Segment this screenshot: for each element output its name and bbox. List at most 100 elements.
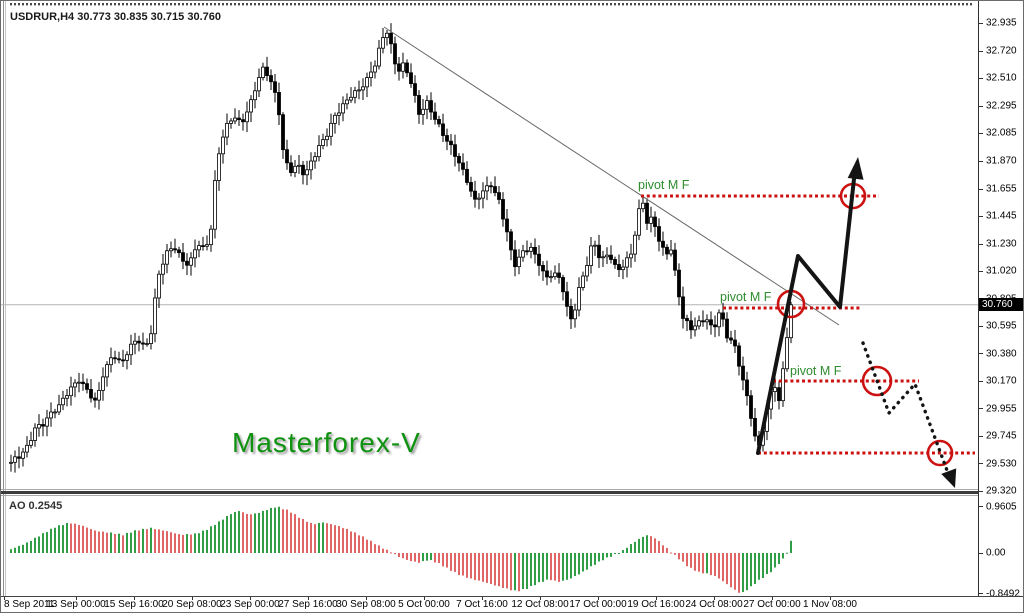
top-tick xyxy=(394,3,396,6)
candle xyxy=(37,424,41,429)
candle xyxy=(105,364,109,378)
ao-bar xyxy=(518,553,520,592)
ao-bar xyxy=(718,553,720,579)
top-tick xyxy=(122,3,124,6)
candle xyxy=(665,246,669,255)
pivot-label-1: pivot M F xyxy=(638,178,690,192)
candle xyxy=(245,111,249,123)
candle xyxy=(357,89,361,92)
bullish-projection-path xyxy=(756,177,856,455)
top-tick xyxy=(458,3,460,6)
chart-canvas[interactable]: pivot M F pivot M F pivot M F xyxy=(1,1,979,596)
candle xyxy=(241,119,245,123)
top-tick xyxy=(218,3,220,6)
top-tick xyxy=(834,3,836,6)
price-tick-label: 30.170 xyxy=(986,375,1017,387)
ao-bar xyxy=(126,532,128,553)
ao-bar xyxy=(122,535,124,553)
candle xyxy=(413,83,417,96)
ao-bar xyxy=(770,553,772,573)
top-tick xyxy=(886,3,888,6)
price-tick-label: 31.445 xyxy=(986,210,1017,222)
ao-bar xyxy=(54,527,56,553)
ao-bar xyxy=(198,533,200,553)
ao-bar xyxy=(486,553,488,583)
ao-bar xyxy=(614,553,616,555)
top-tick xyxy=(734,3,736,6)
top-tick xyxy=(574,3,576,6)
top-tick xyxy=(634,3,636,6)
ao-bar xyxy=(530,553,532,586)
price-tick-label: 31.655 xyxy=(986,183,1017,195)
price-tick-label: 32.720 xyxy=(986,45,1017,57)
top-tick xyxy=(610,3,612,6)
ao-bar xyxy=(358,535,360,553)
candle xyxy=(213,180,217,230)
candle xyxy=(441,123,445,136)
top-tick xyxy=(914,3,916,6)
candle xyxy=(501,199,505,220)
top-tick xyxy=(286,3,288,6)
top-tick xyxy=(906,3,908,6)
top-tick xyxy=(518,3,520,6)
top-tick xyxy=(714,3,716,6)
bearish-projection-path xyxy=(861,341,950,475)
panel-separator[interactable] xyxy=(1,489,978,498)
ao-bar xyxy=(426,553,428,561)
top-tick xyxy=(354,3,356,6)
top-tick xyxy=(154,3,156,6)
candle xyxy=(145,343,149,345)
candle xyxy=(653,216,657,227)
top-tick xyxy=(606,3,608,6)
ao-bar xyxy=(186,534,188,553)
top-tick xyxy=(50,3,52,6)
ao-bar xyxy=(570,553,572,579)
ao-bar xyxy=(382,548,384,553)
top-tick xyxy=(530,3,532,6)
top-tick xyxy=(778,3,780,6)
time-axis[interactable]: 8 Sep 2011 13 Sep 00:00 15 Sep 16:00 20 Sep… xyxy=(1,596,1023,612)
ao-bar xyxy=(786,552,788,554)
top-tick xyxy=(814,3,816,6)
ao-bar xyxy=(666,548,668,553)
top-tick xyxy=(806,3,808,6)
top-tick xyxy=(178,3,180,6)
ao-bar xyxy=(650,536,652,553)
ao-bar xyxy=(758,553,760,580)
time-tick-label: 12 Oct 08:00 xyxy=(511,599,569,610)
ao-bar xyxy=(62,525,64,553)
top-tick xyxy=(302,3,304,6)
candle xyxy=(709,319,713,326)
top-tick xyxy=(342,3,344,6)
pivot-label-2: pivot M F xyxy=(720,290,772,304)
ao-bar xyxy=(654,538,656,553)
candle xyxy=(637,208,641,236)
ao-bar xyxy=(762,553,764,579)
ao-bar xyxy=(90,529,92,553)
candle xyxy=(9,461,13,464)
candle xyxy=(513,249,517,268)
top-tick xyxy=(186,3,188,6)
price-tick-label: 30.595 xyxy=(986,320,1017,332)
candle xyxy=(25,444,29,453)
price-tick-mark xyxy=(979,463,983,465)
ao-bar xyxy=(74,523,76,553)
top-tick xyxy=(558,3,560,6)
top-tick xyxy=(390,3,392,6)
candle xyxy=(537,253,541,266)
candle xyxy=(325,135,329,141)
candle xyxy=(489,185,493,188)
top-tick xyxy=(818,3,820,6)
ao-bar xyxy=(582,553,584,572)
candle xyxy=(397,63,401,72)
time-tick-mark xyxy=(366,597,367,600)
candle xyxy=(485,185,489,192)
top-tick xyxy=(694,3,696,6)
time-tick-mark xyxy=(76,597,77,600)
top-tick xyxy=(106,3,108,6)
top-tick xyxy=(770,3,772,6)
ao-bar xyxy=(142,528,144,553)
ao-bar xyxy=(586,553,588,570)
top-tick xyxy=(794,3,796,6)
ao-bar xyxy=(230,514,232,553)
